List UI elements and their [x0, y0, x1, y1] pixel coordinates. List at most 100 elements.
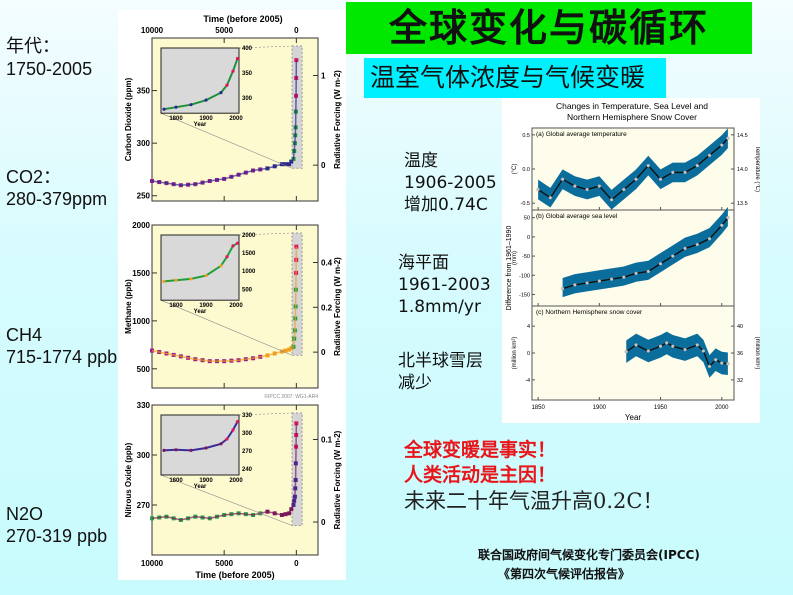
data-point — [713, 358, 718, 362]
y-tick-label: 1000 — [132, 317, 150, 326]
gas-panel-methane: 500 1000 1500 2000 0 0.2 0.4 Methane (ppb) Radia… — [124, 221, 342, 400]
data-point — [707, 364, 712, 369]
climate-title-line2: Northern Hemisphere Snow Cover — [567, 112, 697, 122]
ch4-label: CH4 — [6, 325, 43, 345]
source-org: 联合国政府间气候变化专门委员会(IPCC) — [478, 548, 700, 562]
ch4-value: 715-1774 ppb — [6, 347, 118, 367]
inset-data-point — [174, 278, 178, 282]
y2-tick-label: 32 — [737, 378, 743, 384]
data-point — [671, 254, 675, 258]
data-point — [294, 58, 299, 63]
data-point — [658, 344, 663, 348]
y2-axis-title: (million km²) — [754, 337, 760, 370]
y-tick-label: 0 — [527, 351, 530, 357]
y2-tick-label: 0 — [321, 348, 326, 357]
inset-y-tick-label: 1500 — [242, 251, 256, 257]
snow-block: 北半球雪层 减少 — [398, 350, 483, 394]
inset-connector — [238, 412, 293, 416]
inset-data-point — [225, 255, 229, 259]
inset-data-point — [219, 442, 223, 446]
x-tick-label: 5000 — [215, 559, 233, 568]
ch4-block: CH4 715-1774 ppb — [6, 324, 117, 368]
data-point — [622, 187, 626, 192]
y-tick-label: -150 — [519, 292, 530, 298]
sea-level-rate: 1.8mm/yr — [398, 297, 481, 317]
data-point — [646, 163, 651, 168]
data-point — [720, 223, 724, 228]
y2-tick-label: 0.2 — [321, 303, 333, 312]
data-point — [683, 246, 687, 251]
climate-panel-2: (b) Global average sea level 50 0 -50 -100 -1… — [512, 206, 735, 307]
inset-connector — [160, 112, 293, 169]
inset-connector — [238, 45, 293, 49]
inset-series-line — [163, 58, 239, 111]
y-tick-label: 4 — [527, 324, 530, 330]
inset-data-point — [225, 437, 229, 441]
y-tick-label: 270 — [137, 501, 151, 510]
inset-x-tick-label: 2000 — [229, 478, 243, 484]
period-block: 年代： 1750-2005 — [6, 36, 92, 80]
data-point — [695, 242, 699, 247]
inset-plot-area — [160, 47, 240, 114]
data-point — [683, 347, 687, 352]
y-axis-unit: (million km²) — [512, 337, 518, 370]
data-point — [707, 237, 712, 241]
data-point — [671, 344, 675, 348]
y-tick-label: 0 — [527, 235, 530, 241]
y2-axis-title: Radiative Forcing (W m-2) — [333, 430, 342, 529]
sea-level-block: 海平面 1961-2003 1.8mm/yr — [398, 252, 491, 318]
conclusion-human-cause: 人类活动是主因！ — [404, 464, 557, 486]
y-tick-label: 300 — [137, 451, 151, 460]
temperature-label: 温度 — [404, 151, 438, 171]
inset-data-point — [174, 105, 178, 109]
y-axis-title: Methane (ppb) — [124, 279, 133, 334]
x-tick-label: 2000 — [715, 405, 729, 411]
inset-data-point — [189, 277, 193, 281]
inset-data-point — [231, 428, 235, 432]
inset-y-tick-label: 1000 — [242, 269, 256, 275]
data-point — [726, 136, 730, 140]
conclusion-warming-fact: 全球变暖是事实！ — [404, 439, 557, 461]
inset-y-tick-label: 300 — [242, 96, 253, 102]
y-tick-label: -4 — [525, 378, 530, 384]
data-point — [624, 349, 628, 354]
data-point — [585, 281, 589, 285]
plot-area — [531, 209, 735, 307]
co2-label: CO2： — [6, 167, 62, 187]
data-point — [150, 516, 154, 521]
gas-panel-nitrous-oxide: 10000 5000 0 270 300 330 0 0.1 Nitrous Oxide (pp… — [124, 401, 342, 580]
data-point — [560, 287, 565, 291]
climate-panel-1: (a) Global average temperature 0.5 0.0 -0.5… — [512, 127, 760, 211]
data-point — [658, 177, 663, 181]
climate-y-axis-title: Difference from 1961–1990 — [506, 226, 513, 311]
data-point — [609, 198, 614, 202]
inset-x-tick-label: 1800 — [169, 116, 183, 122]
y2-tick-label: 0 — [321, 518, 326, 527]
inset-data-point — [231, 69, 235, 73]
data-point — [573, 283, 577, 287]
series-line — [151, 60, 298, 186]
inset-data-point — [174, 448, 178, 452]
inset-data-point — [162, 279, 166, 283]
recent-period-highlight — [291, 232, 303, 356]
y-tick-label: 0.0 — [522, 167, 530, 173]
inset-x-axis-title: Year — [194, 309, 207, 315]
data-point — [548, 195, 553, 200]
inset-x-axis-title: Year — [194, 484, 207, 490]
temperature-change: 增加0.74C — [404, 195, 488, 215]
y-tick-label: 2000 — [132, 221, 150, 230]
x-tick-label: 0 — [294, 559, 299, 568]
data-point — [634, 343, 638, 347]
uncertainty-band — [562, 206, 728, 298]
data-point — [294, 244, 299, 249]
y2-tick-label: 40 — [737, 324, 743, 330]
inset-x-tick-label: 1900 — [199, 303, 213, 309]
y2-tick-label: 14.0 — [737, 167, 748, 173]
inset-plot-area — [160, 414, 240, 476]
y-tick-label: 0.5 — [522, 133, 530, 139]
data-point — [294, 421, 299, 426]
data-point — [646, 349, 651, 353]
inset-data-point — [235, 420, 240, 424]
y-tick-label: 50 — [524, 216, 530, 222]
climate-figure: Changes in Temperature, Sea Level and Nor… — [502, 98, 760, 423]
